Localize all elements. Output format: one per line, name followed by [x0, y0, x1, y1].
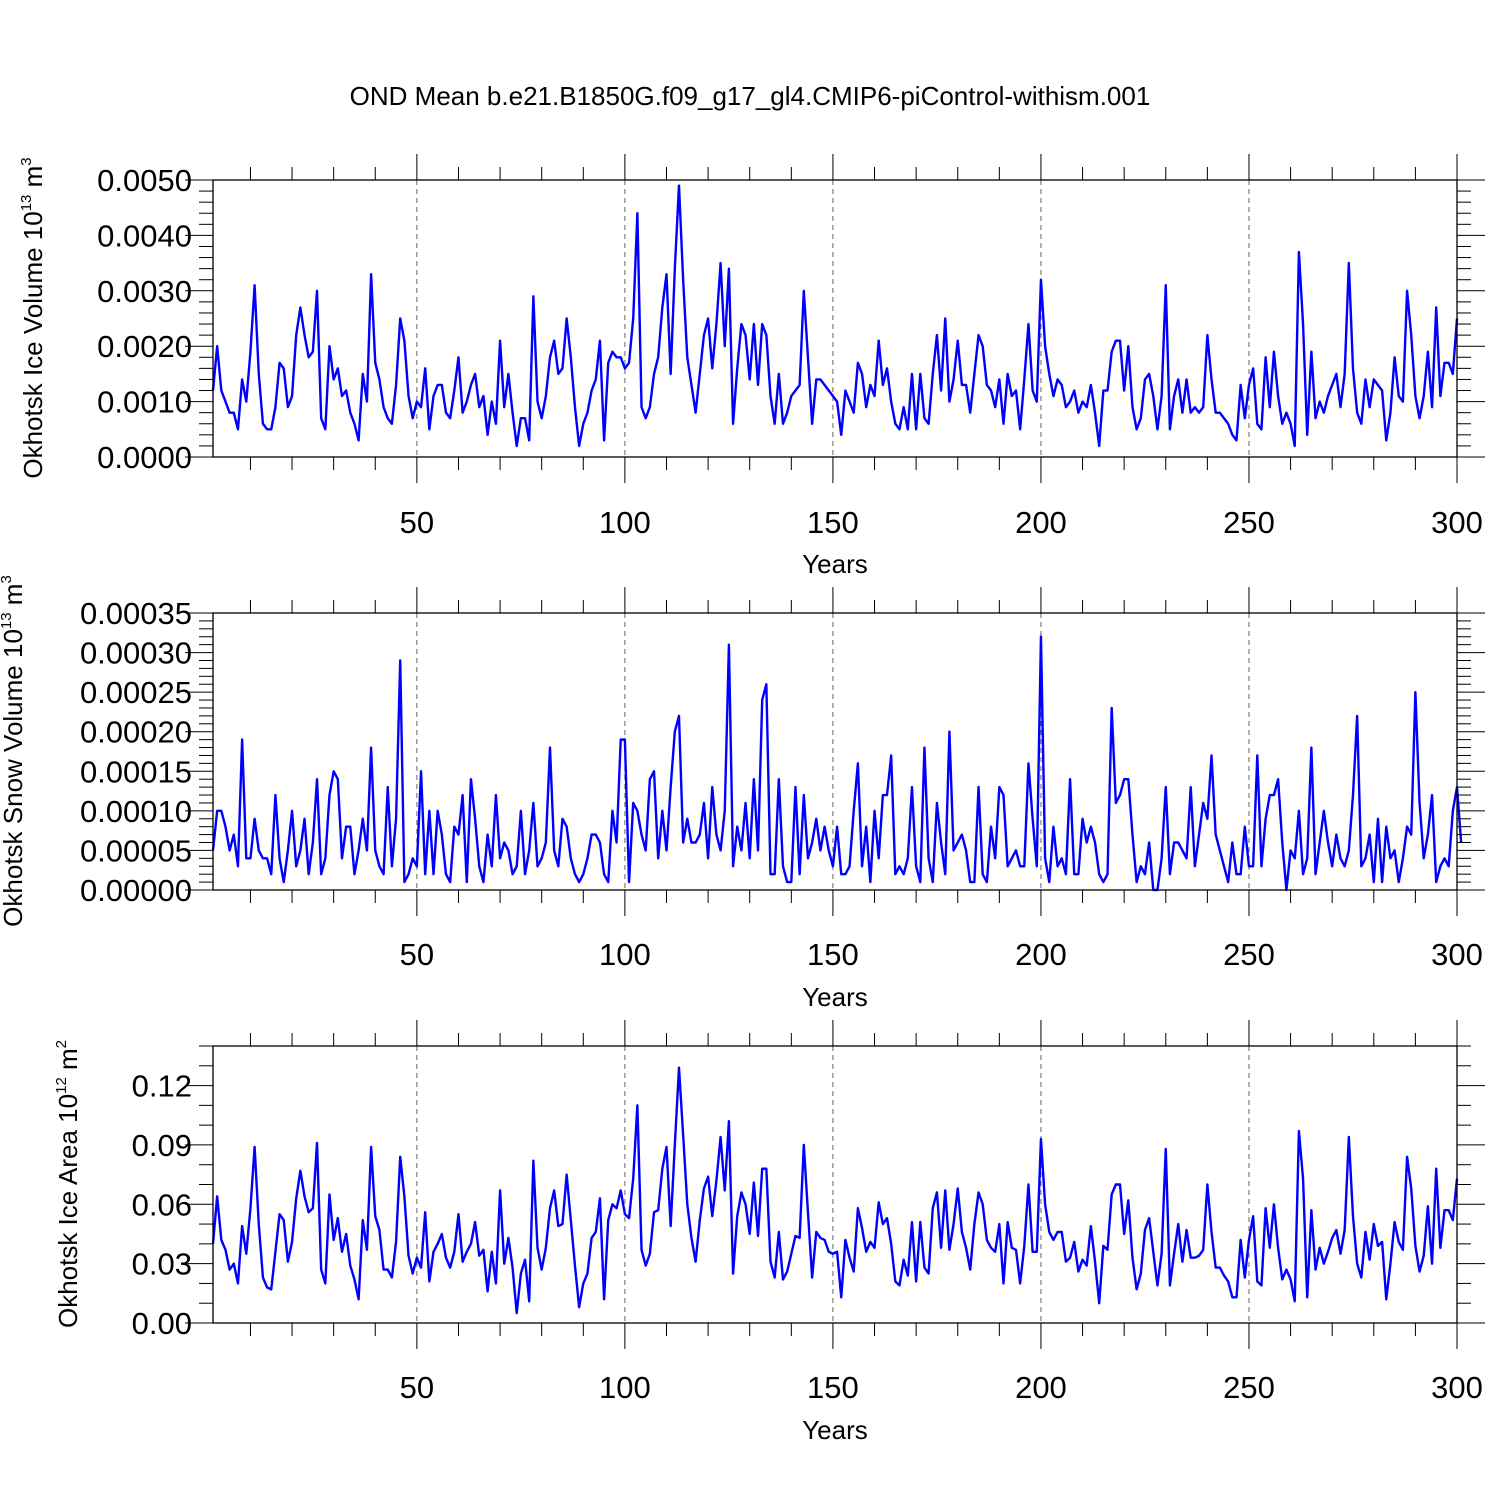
x-tick-label: 250 [1223, 505, 1275, 540]
x-tick-label: 100 [599, 1370, 651, 1405]
y-tick-label: 0.0020 [97, 329, 192, 364]
y-axis-label-unit: m [18, 166, 48, 195]
y-axis-label-unit-exponent: 3 [0, 575, 15, 583]
y-tick-label: 0.03 [132, 1247, 192, 1282]
y-tick-label: 0.00035 [80, 596, 192, 631]
x-axis-label: Years [802, 549, 868, 579]
x-tick-label: 150 [807, 1370, 859, 1405]
x-tick-label: 200 [1015, 1370, 1067, 1405]
figure-title: OND Mean b.e21.B1850G.f09_g17_gl4.CMIP6-… [350, 81, 1151, 111]
y-tick-label: 0.09 [132, 1128, 192, 1163]
x-axis-label: Years [802, 1415, 868, 1445]
y-tick-label: 0.06 [132, 1187, 192, 1222]
y-axis-label: Okhotsk Ice Area 1012 m2 [53, 1040, 83, 1328]
y-tick-label: 0.00020 [80, 715, 192, 750]
y-tick-label: 0.0040 [97, 218, 192, 253]
y-tick-label: 0.0050 [97, 163, 192, 198]
x-tick-label: 250 [1223, 937, 1275, 972]
y-tick-label: 0.00005 [80, 833, 192, 868]
y-tick-label: 0.0000 [97, 440, 192, 475]
y-tick-label: 0.00010 [80, 794, 192, 829]
y-axis-label-unit-exponent: 3 [18, 157, 35, 165]
x-tick-label: 50 [400, 1370, 434, 1405]
y-tick-label: 0.00 [132, 1306, 192, 1341]
series-line [211, 184, 1459, 448]
x-tick-label: 200 [1015, 505, 1067, 540]
plot-frame [212, 179, 1458, 458]
x-tick-label: 300 [1431, 1370, 1483, 1405]
y-tick-label: 0.00030 [80, 636, 192, 671]
y-tick-label: 0.00025 [80, 675, 192, 710]
x-tick-label: 100 [599, 505, 651, 540]
y-tick-label: 0.12 [132, 1069, 192, 1104]
x-tick-label: 200 [1015, 937, 1067, 972]
y-axis-label-exponent: 13 [0, 612, 15, 629]
y-axis-label-exponent: 13 [18, 195, 35, 212]
plot-frame [212, 612, 1458, 891]
panel-ice-volume: 0.0000 0.0010 0.0020 0.0030 0.0040 0.0050 50 10… [18, 154, 1485, 579]
y-axis-label-text: Okhotsk Ice Volume 10 [18, 211, 48, 478]
y-axis-label: Okhotsk Snow Volume 1013 m3 [0, 575, 28, 927]
x-tick-label: 150 [807, 505, 859, 540]
y-axis-label-unit: m [53, 1048, 83, 1077]
x-tick-label: 300 [1431, 505, 1483, 540]
y-axis-label-exponent: 12 [53, 1077, 70, 1094]
panel-ice-area: 0.00 0.03 0.06 0.09 0.12 50 100 150 200 250 300 Yea… [53, 1020, 1485, 1445]
y-axis-label-text: Okhotsk Ice Area 10 [53, 1094, 83, 1328]
x-tick-label: 100 [599, 937, 651, 972]
x-tick-label: 50 [400, 937, 434, 972]
y-tick-label: 0.00015 [80, 754, 192, 789]
y-tick-label: 0.00000 [80, 873, 192, 908]
y-tick-label: 0.0010 [97, 385, 192, 420]
x-tick-label: 300 [1431, 937, 1483, 972]
y-axis-label-unit-exponent: 2 [53, 1040, 70, 1048]
series-line [211, 635, 1463, 892]
y-tick-label: 0.0030 [97, 274, 192, 309]
y-axis-label-unit: m [0, 584, 28, 613]
x-axis-label: Years [802, 982, 868, 1012]
y-axis-label: Okhotsk Ice Volume 1013 m3 [18, 157, 48, 478]
series-line [211, 1066, 1459, 1315]
x-tick-label: 250 [1223, 1370, 1275, 1405]
x-tick-label: 150 [807, 937, 859, 972]
panel-snow-volume: 0.00000 0.00005 0.00010 0.00015 0.00020 0.000… [0, 575, 1485, 1012]
y-axis-label-text: Okhotsk Snow Volume 10 [0, 629, 28, 927]
x-tick-label: 50 [400, 505, 434, 540]
